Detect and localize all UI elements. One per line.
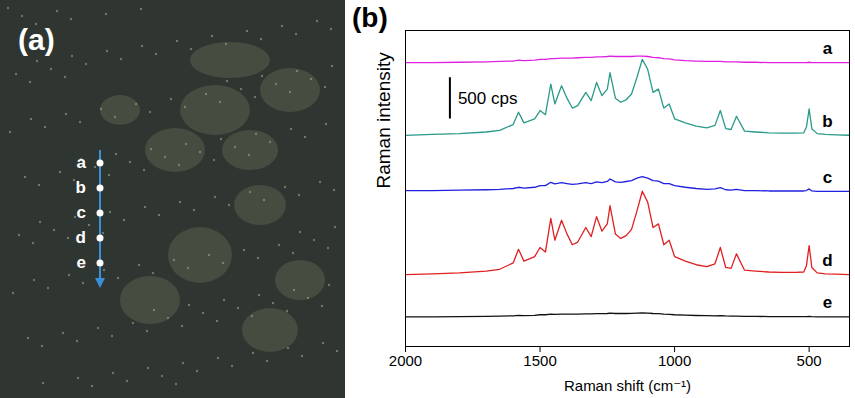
- svg-text:1000: 1000: [658, 352, 691, 369]
- svg-text:c: c: [77, 203, 86, 222]
- svg-text:c: c: [823, 168, 832, 187]
- svg-text:a: a: [823, 39, 833, 58]
- html-text:(b): (b): [352, 2, 388, 33]
- svg-text:b: b: [76, 178, 86, 197]
- svg-text:b: b: [822, 112, 832, 131]
- svg-text:1500: 1500: [523, 352, 556, 369]
- svg-text:d: d: [76, 228, 86, 247]
- svg-text:Raman intensity: Raman intensity: [373, 52, 394, 189]
- svg-text:(a): (a): [18, 23, 55, 56]
- svg-text:2000: 2000: [389, 352, 422, 369]
- svg-text:500 cps: 500 cps: [458, 89, 518, 108]
- svg-text:e: e: [823, 293, 832, 312]
- svg-text:Raman shift (cm⁻¹): Raman shift (cm⁻¹): [564, 377, 691, 394]
- svg-text:e: e: [77, 253, 86, 272]
- svg-text:a: a: [77, 153, 87, 172]
- svg-text:500: 500: [797, 352, 822, 369]
- svg-text:d: d: [822, 251, 832, 270]
